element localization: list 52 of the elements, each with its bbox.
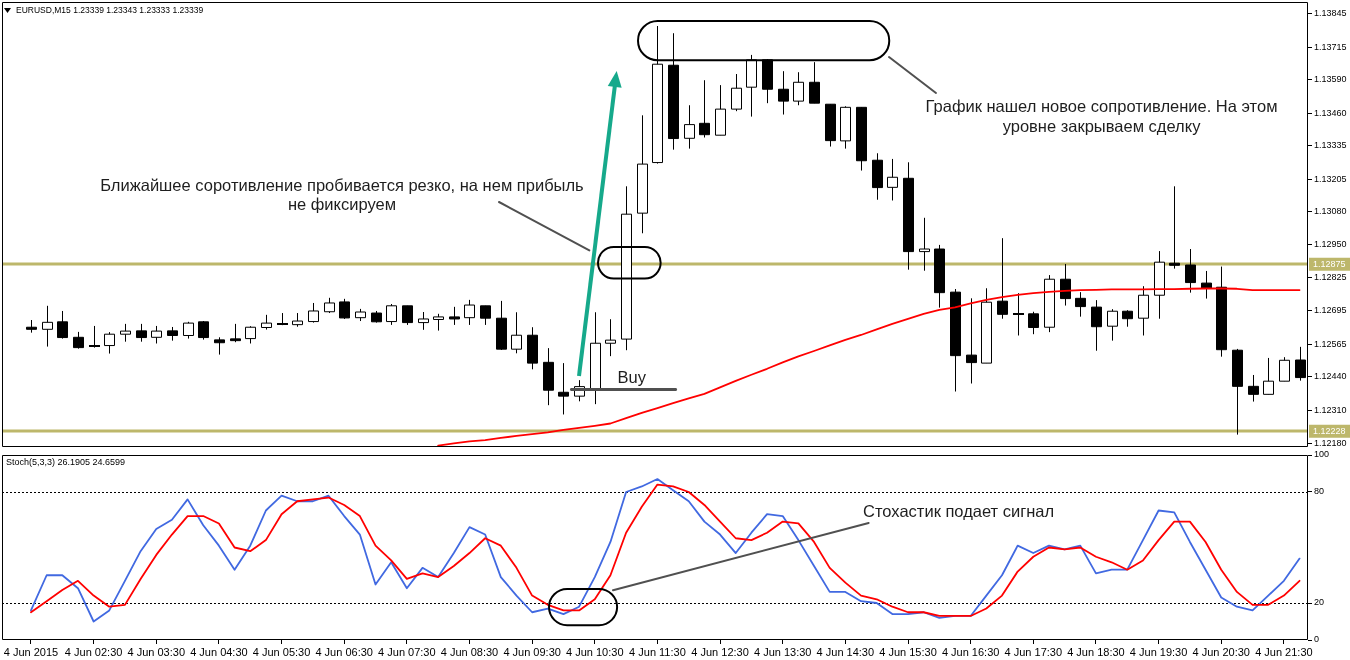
x-tick-label: 4 Jun 14:30 xyxy=(816,645,875,658)
y-tick-label: 1.12440 xyxy=(1314,371,1347,382)
y-tick-label: 1.12950 xyxy=(1314,239,1347,250)
x-tick-label: 4 Jun 02:30 xyxy=(64,645,123,658)
x-tick-label: 4 Jun 07:30 xyxy=(378,645,436,658)
x-tick-label: 4 Jun 10:30 xyxy=(566,645,624,658)
y-tick-label: 1.13205 xyxy=(1314,173,1347,184)
candlestick xyxy=(1028,311,1039,335)
y-tick-label: 1.12565 xyxy=(1314,338,1347,349)
y-tick-label: 100 xyxy=(1314,449,1330,460)
y-tick-label: 1.13460 xyxy=(1314,107,1347,118)
x-tick-label: 4 Jun 13:30 xyxy=(753,645,812,658)
annotation: Ближайшее соротивление пробивается резко, на нем прибыль не фиксируем xyxy=(100,175,584,213)
y-tick-label: 1.13590 xyxy=(1314,74,1347,85)
y-tick-label: 1.12825 xyxy=(1314,271,1347,282)
x-tick-label: 4 Jun 16:30 xyxy=(941,645,1000,658)
y-tick-label: 1.13080 xyxy=(1314,205,1347,216)
x-tick-label: 4 Jun 12:30 xyxy=(691,645,749,658)
y-tick-label: 0 xyxy=(1314,634,1320,645)
candlestick xyxy=(480,305,491,326)
x-tick-label: 4 Jun 2015 xyxy=(3,645,59,658)
y-tick-label: 1.13335 xyxy=(1314,140,1347,150)
x-tick-label: 4 Jun 15:30 xyxy=(879,645,937,658)
x-tick-label: 4 Jun 05:30 xyxy=(252,645,311,658)
y-tick-label: 1.12695 xyxy=(1314,305,1347,316)
candlestick xyxy=(1013,292,1024,336)
annotation: График нашел новое сопротивление. На этом уровне закрываем сделку xyxy=(925,96,1278,135)
x-tick-label: 4 Jun 09:30 xyxy=(503,645,561,658)
y-tick-label: 1.12310 xyxy=(1314,404,1347,415)
chart-title: EURUSD,M15 1.23339 1.23343 1.23333 1.23339 xyxy=(16,5,204,16)
candlestick xyxy=(684,104,695,150)
chart-title: Stoch(5,3,3) 26.1905 24.6599 xyxy=(6,457,126,468)
x-tick-label: 4 Jun 21:30 xyxy=(1255,645,1313,658)
x-tick-label: 4 Jun 19:30 xyxy=(1129,645,1188,658)
x-tick-label: 4 Jun 03:30 xyxy=(127,645,186,658)
y-tick-label: 20 xyxy=(1314,597,1325,608)
x-tick-label: 4 Jun 20:30 xyxy=(1192,645,1250,658)
y-tick-label: 1.12180 xyxy=(1314,438,1347,449)
x-tick-label: 4 Jun 04:30 xyxy=(190,645,248,658)
ref-line-label: 1.12228 xyxy=(1313,426,1346,437)
y-tick-label: 80 xyxy=(1314,486,1325,497)
x-tick-label: 4 Jun 06:30 xyxy=(315,645,373,658)
candlestick xyxy=(89,325,100,349)
x-tick-label: 4 Jun 17:30 xyxy=(1004,645,1063,658)
ref-line-label: 1.12875 xyxy=(1313,259,1346,270)
annotation: Buy xyxy=(617,367,647,386)
x-tick-label: 4 Jun 11:30 xyxy=(629,645,686,658)
x-tick-label: 4 Jun 08:30 xyxy=(440,645,499,658)
y-tick-label: 1.13845 xyxy=(1314,8,1347,19)
y-tick-label: 1.13715 xyxy=(1314,41,1347,52)
annotation: Стохастик подает сигнал xyxy=(863,501,1055,520)
x-tick-label: 4 Jun 18:30 xyxy=(1067,645,1125,658)
